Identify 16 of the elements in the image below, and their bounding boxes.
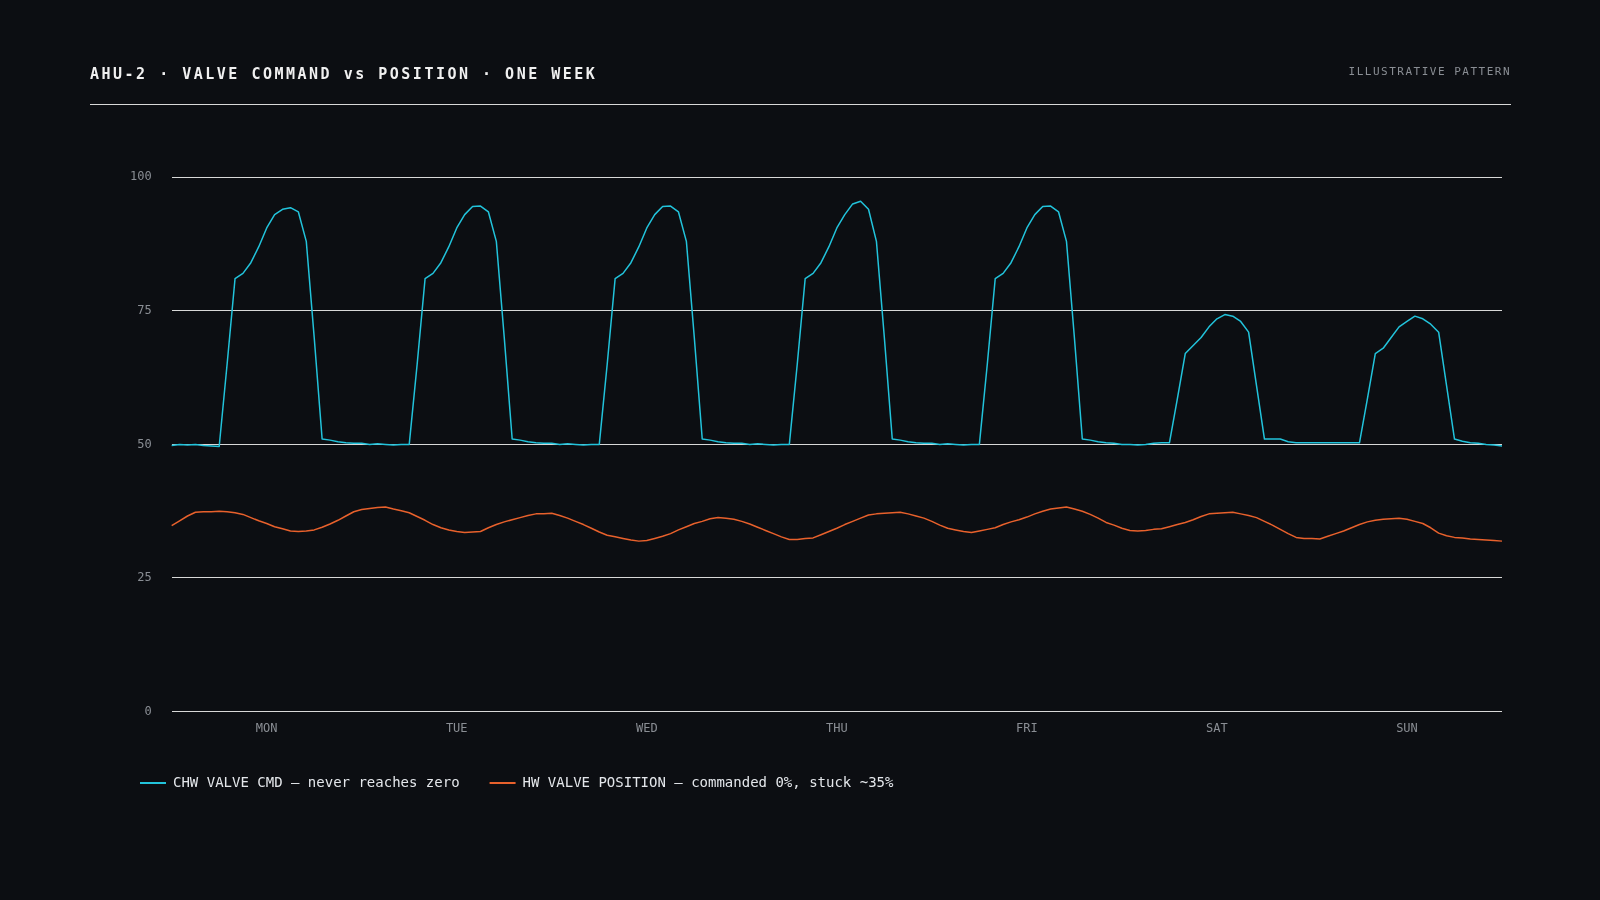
y-tick-label: 25 — [137, 570, 152, 585]
x-tick-label: TUE — [445, 720, 468, 735]
y-tick-label: 0 — [144, 703, 152, 718]
x-tick-label: FRI — [1016, 720, 1038, 735]
chart-title: AHU-2 · VALVE COMMAND vs POSITION · ONE WEEK — [90, 65, 598, 83]
y-tick-label: 100 — [129, 169, 152, 184]
x-tick-label: THU — [825, 720, 848, 735]
legend-label: CHW VALVE CMD — never reaches zero — [173, 773, 460, 790]
y-tick-label: 50 — [137, 436, 152, 451]
x-tick-label: SAT — [1206, 720, 1228, 735]
x-tick-label: MON — [255, 720, 278, 735]
y-tick-label: 75 — [137, 302, 152, 317]
text: ILLUSTRATIVE PATTERN — [1348, 65, 1511, 78]
x-tick-label: WED — [635, 720, 658, 735]
x-tick-label: SUN — [1396, 720, 1418, 735]
legend-label: HW VALVE POSITION — commanded 0%, stuck ~35% — [522, 773, 895, 790]
